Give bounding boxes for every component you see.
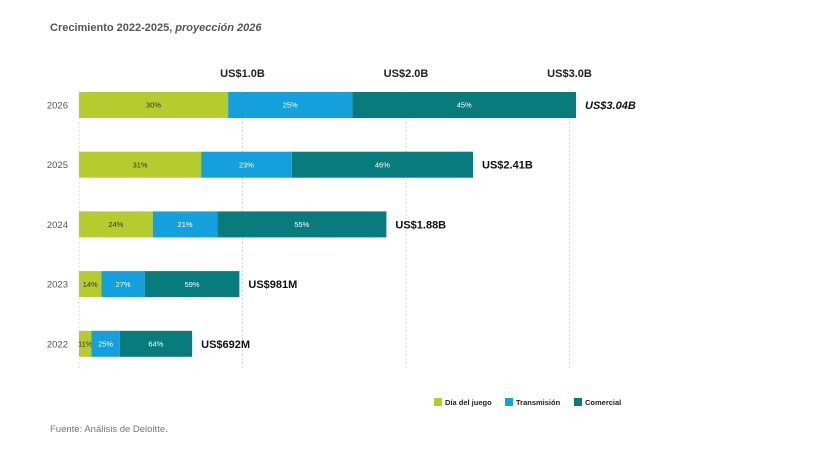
segment-label: 25% <box>283 101 298 110</box>
segment-label: 21% <box>178 220 193 229</box>
bar-segment <box>79 211 153 238</box>
chart-title-sub: proyección 2026 <box>174 22 262 34</box>
total-label: US$3.04B <box>585 100 636 112</box>
bar-segment <box>291 151 474 178</box>
segment-label: 46% <box>375 160 390 169</box>
total-label: US$692M <box>201 339 250 351</box>
y-category-label: 2023 <box>47 280 68 291</box>
bar-segment <box>91 330 120 357</box>
segment-label: 23% <box>239 160 254 169</box>
x-tick-label: US$2.0B <box>384 68 429 80</box>
bar-segment <box>352 92 577 118</box>
bar-segment <box>228 92 353 118</box>
segment-label: 24% <box>108 220 123 229</box>
legend-item: Comercial <box>574 398 621 407</box>
total-label: US$1.88B <box>395 219 446 231</box>
bar-row-2022: 2022 11% 25% 64% US$692M <box>47 330 250 357</box>
bar-segment <box>79 271 102 298</box>
segment-label: 30% <box>146 101 161 110</box>
bar-row-2023: 2023 14% 27% 59% US$981M <box>47 271 297 298</box>
x-tick-label: US$3.0B <box>547 68 592 80</box>
total-label: US$2.41B <box>482 160 533 172</box>
segment-label: 25% <box>98 340 113 349</box>
bar-segment <box>119 330 193 357</box>
bar-segment <box>79 92 229 118</box>
bar-segment <box>79 151 202 178</box>
chart-title: Crecimiento 2022-2025, proyección 2026 <box>50 22 262 34</box>
segment-label: 59% <box>185 280 200 289</box>
x-axis-ticks: US$1.0B US$2.0B US$3.0B <box>220 68 592 80</box>
legend-label: Transmisión <box>516 398 561 407</box>
segment-label: 27% <box>116 280 131 289</box>
bar-segment <box>144 271 240 298</box>
segment-label: 14% <box>83 280 98 289</box>
legend-swatch <box>574 398 582 406</box>
y-category-label: 2022 <box>47 339 68 350</box>
y-category-label: 2026 <box>47 101 68 112</box>
source-note: Fuente: Análisis de Deloitte. <box>50 424 168 435</box>
segment-label: 11% <box>78 340 93 349</box>
legend-label: Comercial <box>585 398 621 407</box>
segment-label: 64% <box>148 340 163 349</box>
x-tick-label: US$1.0B <box>220 68 265 80</box>
segment-label: 31% <box>133 160 148 169</box>
y-category-label: 2025 <box>47 160 68 171</box>
bar-segment <box>79 330 92 357</box>
legend: Día del juego Transmisión Comercial <box>434 398 621 407</box>
bar-row-2025: 2025 31% 23% 46% US$2.41B <box>47 151 533 178</box>
bar-row-2026: 2026 30% 25% 45% US$3.04B <box>47 92 636 118</box>
legend-item: Transmisión <box>505 398 561 407</box>
segment-label: 55% <box>294 220 309 229</box>
legend-swatch <box>434 398 442 406</box>
bar-row-2024: 2024 24% 21% 55% US$1.88B <box>47 211 446 238</box>
legend-item: Día del juego <box>434 398 492 407</box>
bar-rows: 2026 30% 25% 45% US$3.04B 2025 31% 23% 46% US$2.4… <box>47 92 636 357</box>
bar-segment <box>217 211 387 238</box>
bar-segment <box>152 211 218 238</box>
segment-label: 45% <box>457 101 472 110</box>
legend-swatch <box>505 398 513 406</box>
bar-segment <box>201 151 292 178</box>
legend-label: Día del juego <box>445 398 492 407</box>
total-label: US$981M <box>248 279 297 291</box>
y-category-label: 2024 <box>47 220 68 231</box>
bar-segment <box>101 271 145 298</box>
chart-title-main: Crecimiento 2022-2025, <box>50 22 172 34</box>
